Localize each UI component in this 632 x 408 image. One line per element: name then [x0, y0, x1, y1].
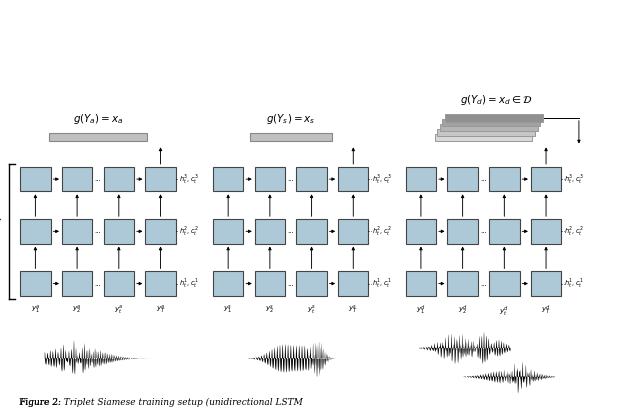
- Text: $h_t^2, c_t^2$: $h_t^2, c_t^2$: [564, 224, 584, 238]
- Bar: [531, 219, 561, 244]
- Text: $y_t^d$: $y_t^d$: [499, 304, 509, 317]
- Text: $h_t^2, c_t^2$: $h_t^2, c_t^2$: [372, 224, 391, 238]
- Text: $y_t^a$: $y_t^a$: [114, 304, 124, 316]
- Bar: [442, 119, 540, 126]
- Text: $g(Y_d) = x_d \in \mathcal{D}$: $g(Y_d) = x_d \in \mathcal{D}$: [459, 93, 533, 107]
- Bar: [531, 271, 561, 296]
- Bar: [104, 271, 134, 296]
- Bar: [489, 219, 520, 244]
- Text: $y_2^d$: $y_2^d$: [458, 304, 468, 317]
- Text: $y_2^s$: $y_2^s$: [265, 304, 274, 316]
- Text: $h_t^3, c_t^3$: $h_t^3, c_t^3$: [372, 172, 391, 186]
- Bar: [435, 134, 532, 141]
- Bar: [49, 133, 147, 141]
- Bar: [437, 129, 535, 136]
- Bar: [213, 271, 243, 296]
- Text: $y_t^s$: $y_t^s$: [307, 304, 316, 316]
- Bar: [296, 167, 327, 191]
- Bar: [213, 167, 243, 191]
- Bar: [489, 167, 520, 191]
- Bar: [62, 271, 92, 296]
- Text: ...: ...: [95, 281, 101, 286]
- Text: ...: ...: [95, 176, 101, 182]
- Bar: [338, 271, 368, 296]
- Bar: [338, 219, 368, 244]
- Bar: [296, 271, 327, 296]
- Bar: [406, 167, 436, 191]
- Bar: [104, 219, 134, 244]
- Bar: [20, 167, 51, 191]
- Bar: [447, 271, 478, 296]
- Bar: [250, 133, 332, 141]
- Text: Figure 2: Triplet Siamese training setup (unidirectional LSTM: Figure 2: Triplet Siamese training setup…: [19, 398, 303, 407]
- Bar: [338, 167, 368, 191]
- Text: $h_t^3, c_t^3$: $h_t^3, c_t^3$: [179, 172, 198, 186]
- Text: ...: ...: [480, 176, 487, 182]
- Text: ...: ...: [480, 281, 487, 286]
- Text: $y_1^s$: $y_1^s$: [224, 304, 233, 316]
- Bar: [145, 219, 176, 244]
- Bar: [255, 219, 285, 244]
- Bar: [62, 219, 92, 244]
- Bar: [20, 219, 51, 244]
- Text: $y_2^a$: $y_2^a$: [72, 304, 82, 316]
- Text: ...: ...: [288, 228, 294, 234]
- Text: ...: ...: [288, 281, 294, 286]
- Bar: [104, 167, 134, 191]
- Text: ...: ...: [288, 176, 294, 182]
- Bar: [440, 124, 537, 131]
- Text: Figure 2:: Figure 2:: [19, 398, 64, 407]
- Bar: [296, 219, 327, 244]
- Text: $g(Y_a) = x_a$: $g(Y_a) = x_a$: [73, 112, 123, 126]
- Text: $y_1^d$: $y_1^d$: [416, 304, 426, 317]
- Text: $h_t^1, c_t^1$: $h_t^1, c_t^1$: [564, 277, 584, 290]
- Bar: [445, 114, 542, 122]
- Text: $y_T^d$: $y_T^d$: [541, 304, 551, 317]
- Bar: [145, 271, 176, 296]
- Text: $g(Y_s) = x_s$: $g(Y_s) = x_s$: [266, 112, 315, 126]
- Bar: [447, 167, 478, 191]
- Text: $h_t^1, c_t^1$: $h_t^1, c_t^1$: [179, 277, 198, 290]
- Text: $h_t^3, c_t^3$: $h_t^3, c_t^3$: [564, 172, 584, 186]
- Bar: [255, 271, 285, 296]
- Bar: [145, 167, 176, 191]
- Bar: [20, 271, 51, 296]
- Bar: [406, 271, 436, 296]
- Bar: [213, 219, 243, 244]
- Bar: [255, 167, 285, 191]
- Bar: [62, 167, 92, 191]
- Bar: [406, 219, 436, 244]
- Text: $h_t^2, c_t^2$: $h_t^2, c_t^2$: [179, 224, 198, 238]
- Bar: [489, 271, 520, 296]
- Text: $h_t^1, c_t^1$: $h_t^1, c_t^1$: [372, 277, 391, 290]
- Text: $y_T^a$: $y_T^a$: [155, 304, 166, 316]
- Text: stacked layers: stacked layers: [0, 204, 2, 259]
- Text: $y_1^a$: $y_1^a$: [30, 304, 40, 316]
- Text: ...: ...: [480, 228, 487, 234]
- Text: $y_T^s$: $y_T^s$: [348, 304, 358, 316]
- Bar: [447, 219, 478, 244]
- Bar: [531, 167, 561, 191]
- Text: ...: ...: [95, 228, 101, 234]
